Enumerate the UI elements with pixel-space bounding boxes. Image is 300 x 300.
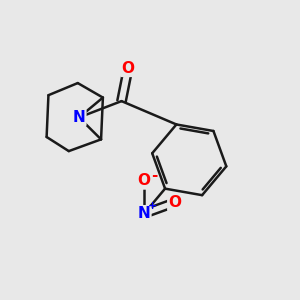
- Text: +: +: [148, 200, 157, 211]
- Text: -: -: [151, 168, 157, 183]
- Text: N: N: [138, 206, 150, 221]
- Text: O: O: [137, 173, 151, 188]
- Text: N: N: [73, 110, 85, 125]
- Text: O: O: [122, 61, 135, 76]
- Text: O: O: [168, 195, 181, 210]
